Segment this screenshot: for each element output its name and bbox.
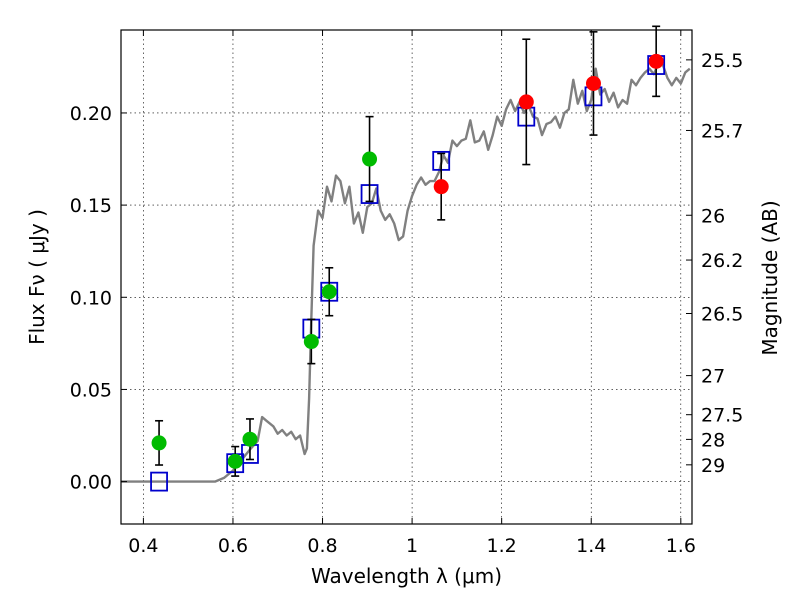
x-axis-label: Wavelength λ (μm)	[311, 564, 502, 588]
y-axis-label: Flux Fν ( μJy )	[25, 209, 49, 345]
grid	[121, 30, 692, 524]
observed-point-marker	[151, 435, 167, 451]
x-tick-label: 1.2	[487, 535, 517, 557]
x-tick-label: 0.8	[307, 535, 337, 557]
y-right-tick-label: 26.5	[701, 303, 743, 325]
x-tick-label: 1.6	[666, 535, 696, 557]
y-tick-label: 0.05	[70, 379, 112, 401]
y-tick-label: 0.20	[70, 103, 112, 125]
y-tick-label: 0.00	[70, 472, 112, 494]
y-right-tick-label: 27	[701, 366, 725, 388]
observed-point-marker	[321, 284, 337, 300]
model-square-marker	[150, 471, 168, 492]
y-right-tick-label: 25.5	[701, 50, 743, 72]
y-right-tick-label: 28	[701, 429, 725, 451]
y-right-tick-label: 26.2	[701, 250, 743, 272]
observed-point-marker	[648, 53, 664, 69]
observed-point-marker	[303, 334, 319, 350]
x-tick-label: 0.4	[128, 535, 158, 557]
axis-ticks: 0.4 0.6 0.8 1 1.2 1.4 1.6 0.00 0.05 0.10 0.15 0.20 2…	[70, 30, 743, 557]
y-right-tick-label: 25.7	[701, 120, 743, 142]
y-tick-label: 0.15	[70, 195, 112, 217]
observed-point-marker	[585, 75, 601, 91]
y-right-tick-label: 27.5	[701, 405, 743, 427]
model-spectrum	[121, 62, 691, 483]
observed-point-marker	[242, 431, 258, 447]
y-right-tick-label: 29	[701, 455, 725, 477]
y-right-tick-label: 26	[701, 205, 725, 227]
observed-point-marker	[227, 453, 243, 469]
y-tick-label: 0.10	[70, 287, 112, 309]
x-tick-label: 1.4	[576, 535, 606, 557]
x-tick-label: 1	[406, 535, 418, 557]
observed-point-marker	[433, 179, 449, 195]
observed-point-marker	[518, 94, 534, 110]
observed-point-marker	[362, 151, 378, 167]
plot-frame	[120, 29, 693, 525]
model-spectrum-line	[121, 62, 691, 483]
y-right-axis-label: Magnitude (AB)	[758, 200, 782, 355]
data-points	[150, 25, 666, 492]
x-tick-label: 0.6	[218, 535, 248, 557]
